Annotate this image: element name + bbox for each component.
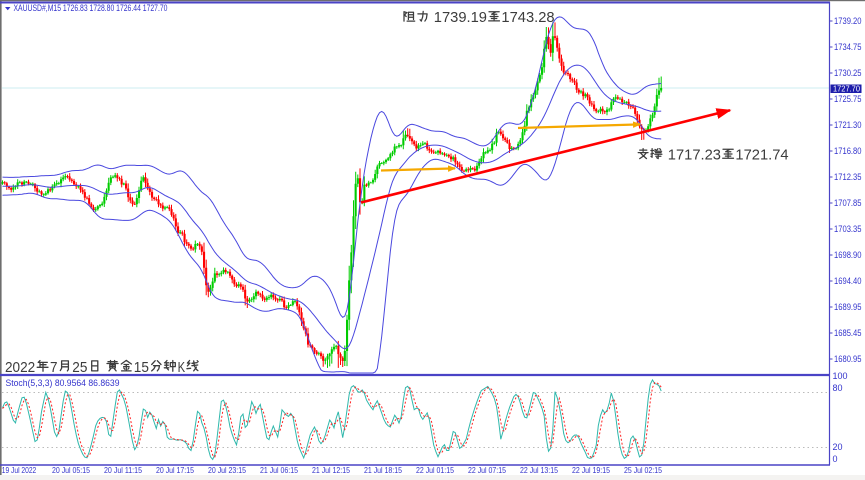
svg-text:1707.85: 1707.85 bbox=[834, 198, 862, 208]
svg-text:7: 7 bbox=[50, 359, 58, 376]
svg-text:20: 20 bbox=[833, 442, 843, 452]
svg-text:20 Jul 11:15: 20 Jul 11:15 bbox=[104, 465, 142, 475]
svg-text:1734.75: 1734.75 bbox=[834, 42, 862, 52]
svg-text:20 Jul 17:15: 20 Jul 17:15 bbox=[156, 465, 194, 475]
svg-text:20 Jul 05:15: 20 Jul 05:15 bbox=[52, 465, 90, 475]
svg-text:21 Jul 18:15: 21 Jul 18:15 bbox=[364, 465, 402, 475]
svg-text:1698.90: 1698.90 bbox=[834, 250, 862, 260]
svg-text:80: 80 bbox=[833, 383, 843, 393]
svg-text:22 Jul 07:15: 22 Jul 07:15 bbox=[468, 465, 506, 475]
svg-text:1680.95: 1680.95 bbox=[834, 354, 862, 364]
svg-text:25: 25 bbox=[72, 359, 87, 376]
svg-text:Stoch(5,3,3) 80.9564 86.8639: Stoch(5,3,3) 80.9564 86.8639 bbox=[6, 378, 120, 388]
svg-text:22 Jul 01:15: 22 Jul 01:15 bbox=[416, 465, 454, 475]
svg-text:1712.35: 1712.35 bbox=[834, 172, 862, 182]
svg-text:1730.25: 1730.25 bbox=[834, 68, 862, 78]
svg-text:1739.20: 1739.20 bbox=[834, 16, 862, 26]
svg-text:0: 0 bbox=[833, 454, 838, 464]
svg-text:1717.23: 1717.23 bbox=[668, 148, 721, 164]
svg-text:1716.80: 1716.80 bbox=[834, 146, 862, 156]
svg-text:K: K bbox=[178, 359, 186, 376]
svg-text:20 Jul 23:15: 20 Jul 23:15 bbox=[208, 465, 246, 475]
svg-text:1721.30: 1721.30 bbox=[834, 120, 862, 130]
svg-text:XAUUSD#,M15 1726.83 1728.80 1: XAUUSD#,M15 1726.83 1728.80 1726.44 1727… bbox=[14, 3, 168, 13]
svg-text:1725.75: 1725.75 bbox=[834, 94, 862, 104]
svg-text:1689.95: 1689.95 bbox=[834, 302, 862, 312]
svg-text:22 Jul 13:15: 22 Jul 13:15 bbox=[520, 465, 558, 475]
svg-text:1703.35: 1703.35 bbox=[834, 224, 862, 234]
svg-text:25 Jul 02:15: 25 Jul 02:15 bbox=[624, 465, 662, 475]
svg-text:1694.40: 1694.40 bbox=[834, 276, 862, 286]
svg-text:1721.74: 1721.74 bbox=[735, 148, 788, 164]
svg-text:21 Jul 06:15: 21 Jul 06:15 bbox=[260, 465, 298, 475]
svg-text:1739.19: 1739.19 bbox=[434, 10, 487, 26]
svg-text:21 Jul 12:15: 21 Jul 12:15 bbox=[312, 465, 350, 475]
svg-text:100: 100 bbox=[833, 371, 848, 381]
svg-text:15: 15 bbox=[134, 359, 149, 376]
svg-text:2022: 2022 bbox=[5, 359, 35, 376]
svg-text:19 Jul 2022: 19 Jul 2022 bbox=[2, 465, 37, 475]
svg-text:22 Jul 19:15: 22 Jul 19:15 bbox=[572, 465, 610, 475]
svg-text:1685.45: 1685.45 bbox=[834, 328, 862, 338]
svg-text:1727.70: 1727.70 bbox=[833, 84, 860, 94]
svg-text:1743.28: 1743.28 bbox=[501, 10, 554, 26]
